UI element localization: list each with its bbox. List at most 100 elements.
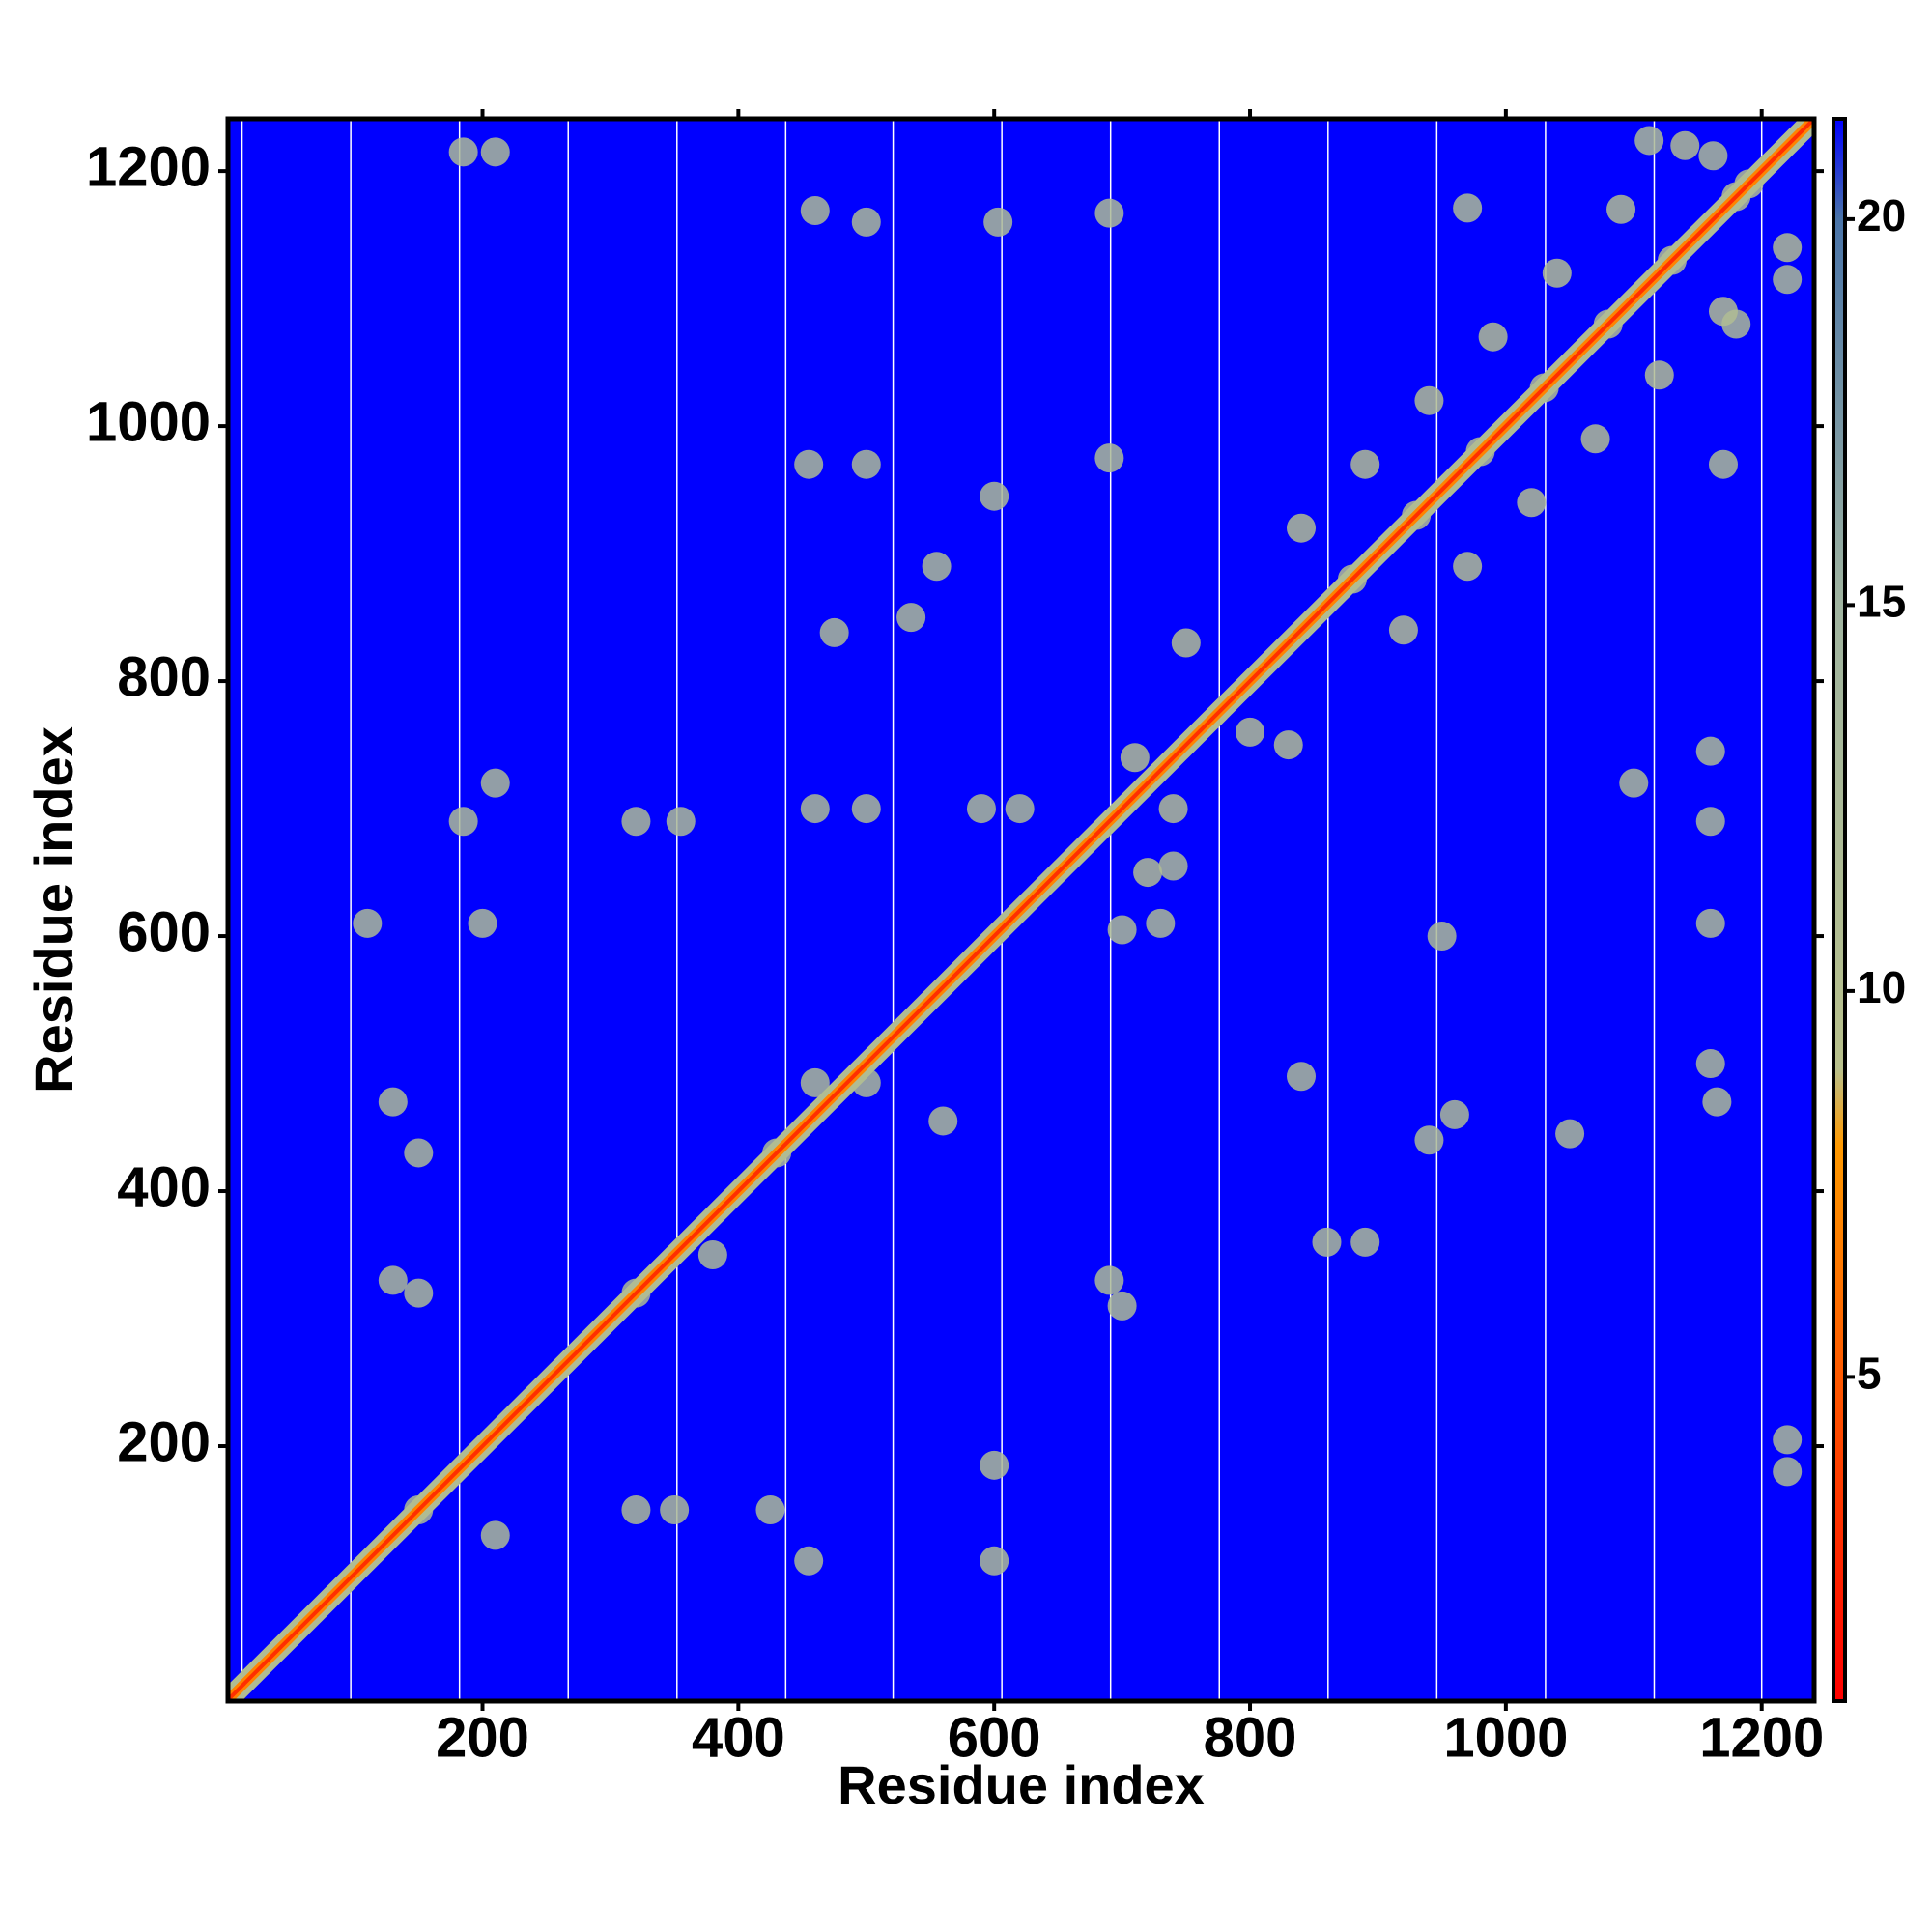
contact <box>980 1546 1009 1576</box>
x-tick-label: 400 <box>692 1706 785 1769</box>
contact <box>1120 743 1150 773</box>
contact <box>468 908 497 938</box>
contact <box>1158 794 1188 824</box>
contact <box>851 794 881 824</box>
y-axis-title: Residue index <box>23 726 84 1094</box>
contact <box>621 1495 651 1525</box>
y-tick-label: 600 <box>117 900 211 963</box>
contact <box>404 1138 434 1168</box>
contact <box>1580 424 1610 454</box>
colorbar <box>1832 117 1847 1703</box>
x-tick-label: 1200 <box>1699 1706 1824 1769</box>
contact <box>1350 449 1380 479</box>
contact <box>1644 360 1674 390</box>
contact <box>1773 233 1803 263</box>
contact <box>1107 1291 1137 1321</box>
contact <box>353 908 383 938</box>
x-tick-label: 600 <box>948 1706 1041 1769</box>
x-tick-label: 800 <box>1204 1706 1297 1769</box>
contact <box>1695 736 1725 766</box>
contact <box>660 1495 690 1525</box>
contact <box>404 1278 434 1308</box>
contact <box>378 1087 408 1117</box>
contact <box>1634 126 1664 156</box>
contact <box>983 207 1013 237</box>
contact <box>448 807 478 837</box>
contact <box>755 1495 785 1525</box>
contact <box>1286 513 1316 543</box>
colorbar-tick-label: 15 <box>1857 577 1906 627</box>
contact <box>1005 794 1035 824</box>
contact <box>1236 717 1265 747</box>
contact <box>480 137 510 167</box>
contact <box>1542 258 1572 288</box>
contact <box>1695 807 1725 837</box>
contact <box>1414 385 1444 415</box>
contact <box>1439 1099 1469 1129</box>
colorbar-tick-label: 10 <box>1857 962 1906 1012</box>
contact <box>928 1106 958 1136</box>
y-tick-label: 1000 <box>86 390 211 453</box>
contact <box>1606 194 1636 224</box>
contact <box>1158 851 1188 881</box>
contact <box>378 1265 408 1295</box>
contact <box>1107 915 1137 945</box>
contact <box>1517 488 1547 518</box>
contact <box>1453 193 1483 223</box>
colorbar-tick-label: 20 <box>1857 190 1906 241</box>
plot-area <box>228 119 1814 1701</box>
contact <box>851 207 881 237</box>
contact <box>1773 1457 1803 1487</box>
x-axis-title: Residue index <box>838 1754 1205 1815</box>
contact <box>980 1450 1009 1480</box>
contact <box>794 1546 824 1576</box>
contact <box>1427 922 1457 952</box>
contact <box>1773 265 1803 295</box>
contact <box>800 794 830 824</box>
contact <box>794 449 824 479</box>
contact <box>896 603 926 633</box>
contact <box>480 768 510 798</box>
contact <box>1478 322 1508 352</box>
contact <box>922 552 952 582</box>
contact <box>1273 730 1303 760</box>
contact <box>1094 443 1124 473</box>
contact <box>1312 1227 1342 1257</box>
colorbar-tick-label: 5 <box>1857 1349 1882 1399</box>
contact <box>1670 130 1700 160</box>
y-tick-label: 1200 <box>86 135 211 198</box>
contact <box>1146 908 1176 938</box>
contact <box>1708 449 1738 479</box>
contact <box>1453 552 1483 582</box>
diagonal <box>228 119 1814 1701</box>
contact <box>980 481 1009 511</box>
contact <box>851 449 881 479</box>
x-tick-label: 200 <box>436 1706 529 1769</box>
contact <box>448 137 478 167</box>
contact <box>800 1067 830 1097</box>
contact <box>1708 297 1738 327</box>
contact <box>819 617 849 647</box>
contact <box>1414 1125 1444 1155</box>
contact <box>800 196 830 226</box>
contact <box>1094 198 1124 228</box>
contact <box>480 1520 510 1550</box>
contact <box>1350 1227 1380 1257</box>
contact <box>666 807 696 837</box>
contact <box>1133 858 1163 888</box>
y-tick-label: 800 <box>117 645 211 708</box>
contact <box>697 1240 727 1270</box>
y-tick-label: 400 <box>117 1155 211 1218</box>
contact <box>621 807 651 837</box>
contact <box>1286 1062 1316 1092</box>
x-tick-label: 1000 <box>1443 1706 1568 1769</box>
contact <box>1773 1425 1803 1455</box>
contact <box>1695 908 1725 938</box>
contact <box>1619 768 1649 798</box>
contact <box>1171 628 1201 658</box>
plot-frame <box>225 116 1817 1704</box>
contact <box>1094 1265 1124 1295</box>
y-tick-label: 200 <box>117 1410 211 1473</box>
